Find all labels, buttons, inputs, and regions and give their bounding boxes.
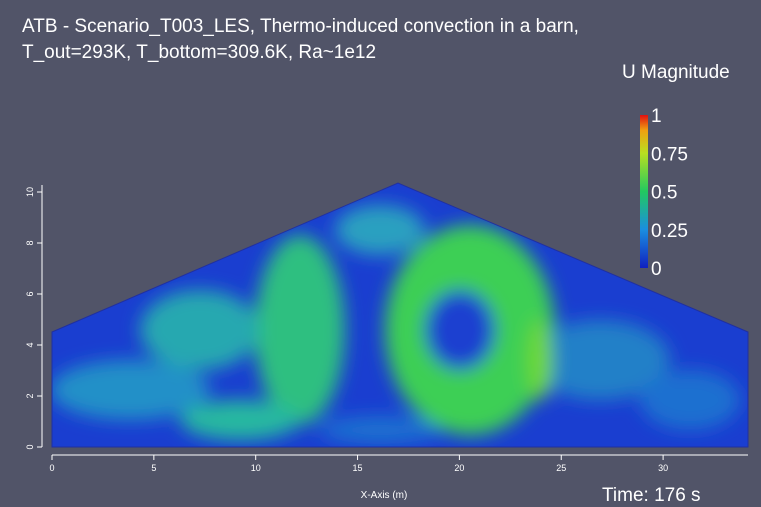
x-tick-label: 5 [151, 463, 156, 473]
y-tick-label: 8 [25, 240, 35, 245]
colorbar-label: 0 [651, 259, 662, 280]
y-tick-label: 2 [25, 393, 35, 398]
x-axis-label: X-Axis (m) [361, 490, 408, 501]
x-tick-label: 25 [556, 463, 566, 473]
title-line1: ATB - Scenario_T003_LES, Thermo-induced … [22, 16, 579, 37]
y-tick-label: 4 [25, 342, 35, 347]
x-tick-label: 15 [353, 463, 363, 473]
colorbar-label: 0.75 [651, 144, 688, 165]
colorbar-label: 0.25 [651, 221, 688, 242]
title-line2: T_out=293K, T_bottom=309.6K, Ra~1e12 [22, 42, 376, 63]
time-label: Time: 176 s [602, 485, 701, 506]
render-view: ATB - Scenario_T003_LES, Thermo-induced … [0, 0, 761, 507]
x-tick-label: 10 [251, 463, 261, 473]
colorbar [640, 115, 648, 268]
x-tick-label: 0 [49, 463, 54, 473]
colorbar-label: 1 [651, 106, 662, 127]
x-tick-label: 20 [454, 463, 464, 473]
x-tick-label: 30 [658, 463, 668, 473]
y-tick-label: 0 [25, 444, 35, 449]
y-tick-label: 10 [25, 187, 35, 197]
colorbar-title: U Magnitude [622, 62, 730, 83]
y-tick-label: 6 [25, 291, 35, 296]
colorbar-label: 0.5 [651, 183, 677, 204]
